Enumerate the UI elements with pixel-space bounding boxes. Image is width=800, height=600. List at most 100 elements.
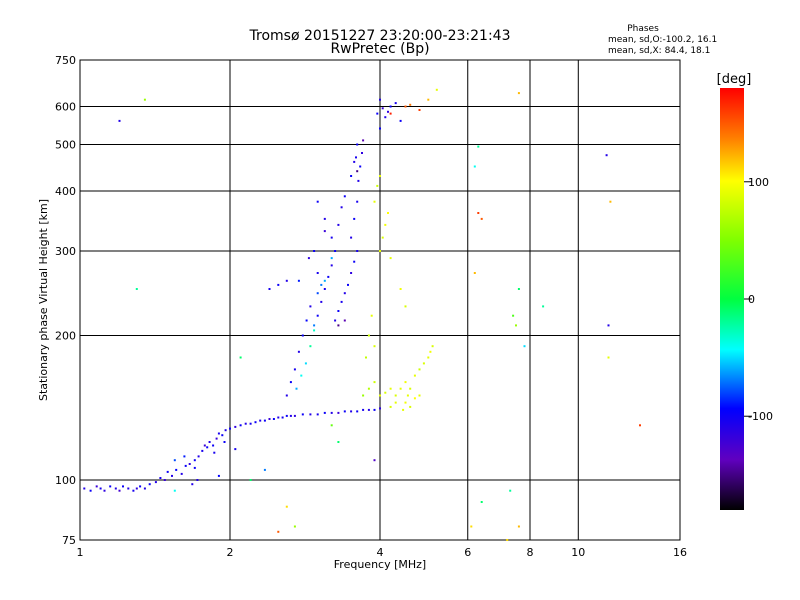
data-point [249,479,252,481]
data-point [118,119,121,122]
phases-legend-title: Phases [627,24,659,34]
data-point [223,441,226,443]
data-point [323,279,326,282]
data-point [340,300,343,303]
data-point [95,485,98,488]
data-point [173,489,176,492]
data-point [89,489,92,492]
y-tick-label: 600 [55,101,76,114]
data-point [356,410,359,413]
data-point [370,314,373,317]
data-point [373,408,376,411]
data-point [224,429,227,432]
data-points [83,88,641,541]
data-point [373,381,376,384]
data-point [313,250,316,252]
y-tick-label: 400 [55,185,76,198]
data-point [376,112,379,115]
data-point [234,448,237,451]
data-point [356,143,359,146]
data-point [135,487,138,490]
colorbar-tick-label: 100 [748,176,769,189]
data-point [402,408,405,411]
data-point [277,416,280,419]
data-point [301,413,304,416]
data-point [404,305,407,308]
data-point [127,487,130,490]
y-tick-label: 75 [62,534,76,547]
data-point [381,107,384,110]
data-point [418,394,421,397]
data-point [148,483,151,486]
data-point [607,356,610,359]
y-axis-label: Stationary phase Virtual Height [km] [37,199,50,401]
data-point [334,319,337,322]
data-point [203,444,206,447]
x-tick-label: 6 [464,546,471,559]
data-point [320,283,323,286]
data-point [330,257,333,260]
data-point [259,419,262,422]
data-point [373,200,376,203]
x-tick-label: 2 [227,546,234,559]
data-point [381,236,384,239]
phases-legend-o: mean, sd,O:-100.2, 16.1 [608,35,717,45]
data-point [509,489,512,492]
data-point [254,421,257,424]
data-point [353,160,356,163]
data-point [379,250,381,252]
data-point [404,381,407,384]
data-point [517,288,520,290]
data-point [353,260,356,263]
phases-legend-x: mean, sd,X: 84.4, 18.1 [608,46,710,56]
y-tick-label: 750 [55,54,76,67]
y-tick-label: 500 [55,139,76,152]
data-point [118,489,121,492]
y-axis-ticks: 75 100 200 300 400 500 600 750 [55,54,76,547]
data-point [193,459,196,462]
data-point [365,356,367,359]
data-point [473,272,476,274]
data-point [249,422,252,425]
data-point [323,288,326,290]
data-point [404,105,407,108]
data-point [175,468,178,471]
data-point [480,501,483,503]
data-point [373,459,376,462]
data-point [171,474,173,477]
data-point [384,223,387,226]
data-point [605,154,608,157]
data-point [320,300,323,303]
data-point [191,483,194,486]
data-point [379,98,381,101]
data-point [517,525,520,528]
data-point [350,236,353,239]
data-point [473,165,476,168]
data-point [350,272,353,274]
data-point [379,127,381,130]
y-tick-label: 100 [55,474,76,487]
data-point [515,324,517,327]
data-point [285,505,288,508]
data-point [268,288,271,290]
data-point [277,283,280,286]
data-point [263,419,266,422]
data-point [506,539,509,541]
data-point [337,411,340,414]
data-point [343,319,346,322]
data-point [305,319,308,322]
data-point [347,283,349,286]
data-point [542,305,545,308]
data-point [323,411,326,414]
data-point [429,350,432,353]
data-point [188,463,191,465]
data-point [389,257,392,260]
data-point [183,455,186,458]
data-point [435,88,438,91]
data-point [343,195,346,198]
data-point [384,391,387,394]
data-point [135,288,138,290]
data-point [234,425,237,428]
data-point [323,217,326,220]
